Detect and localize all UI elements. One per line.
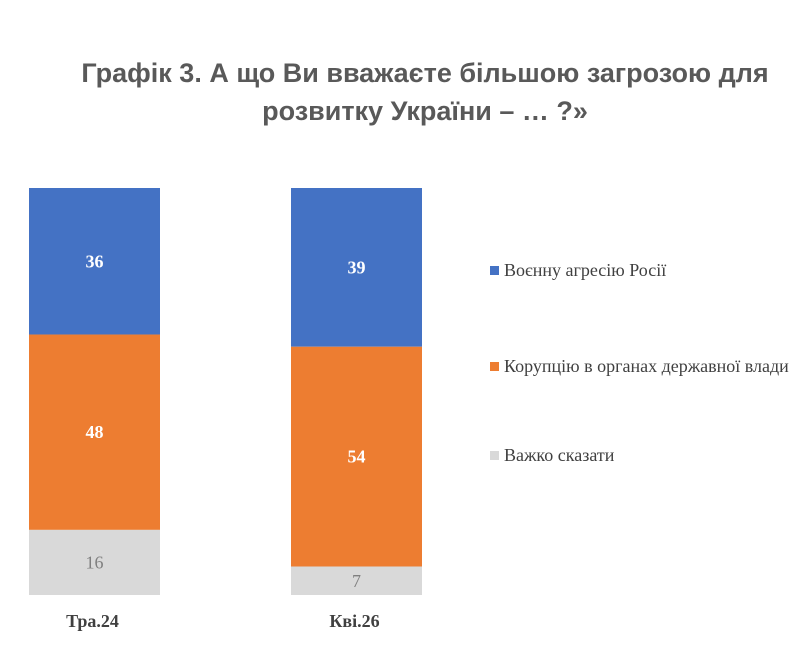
legend-label-2: Корупцію в органах державної влади: [504, 356, 789, 376]
data-label-2-2: 54: [348, 447, 366, 467]
legend-swatch-1: [490, 266, 499, 275]
bar-segment-1-2: [29, 334, 160, 530]
data-label-2-1: 39: [348, 257, 366, 277]
chart-title: Графік 3. А що Ви вважаєте більшою загро…: [40, 54, 810, 130]
bar-segment-1-3: [29, 529, 160, 595]
category-label-1: Тра.24: [66, 611, 119, 631]
bar-segment-1-1: [29, 188, 160, 335]
bar-segment-2-3: [291, 566, 422, 595]
bar-segment-2-2: [291, 346, 422, 567]
legend-item-3: Важко сказати: [490, 443, 790, 467]
chart-title-line-1: Графік 3. А що Ви вважаєте більшою загро…: [81, 58, 769, 88]
category-label-2: Кві.26: [329, 611, 379, 631]
chart-title-line-2: розвитку України – … ?»: [262, 96, 588, 126]
legend-swatch-3: [490, 451, 499, 460]
legend-item-2: Корупцію в органах державної влади: [490, 354, 790, 378]
data-label-1-2: 48: [86, 422, 104, 442]
legend-item-1: Воєнну агресію Росії: [490, 258, 790, 282]
legend-swatch-2: [490, 362, 499, 371]
data-label-2-3: 7: [352, 571, 361, 591]
legend-label-1: Воєнну агресію Росії: [504, 260, 667, 280]
data-label-1-1: 36: [86, 251, 104, 271]
bar-segment-2-1: [291, 188, 422, 347]
data-label-1-3: 16: [86, 552, 104, 572]
legend-label-3: Важко сказати: [504, 445, 615, 465]
